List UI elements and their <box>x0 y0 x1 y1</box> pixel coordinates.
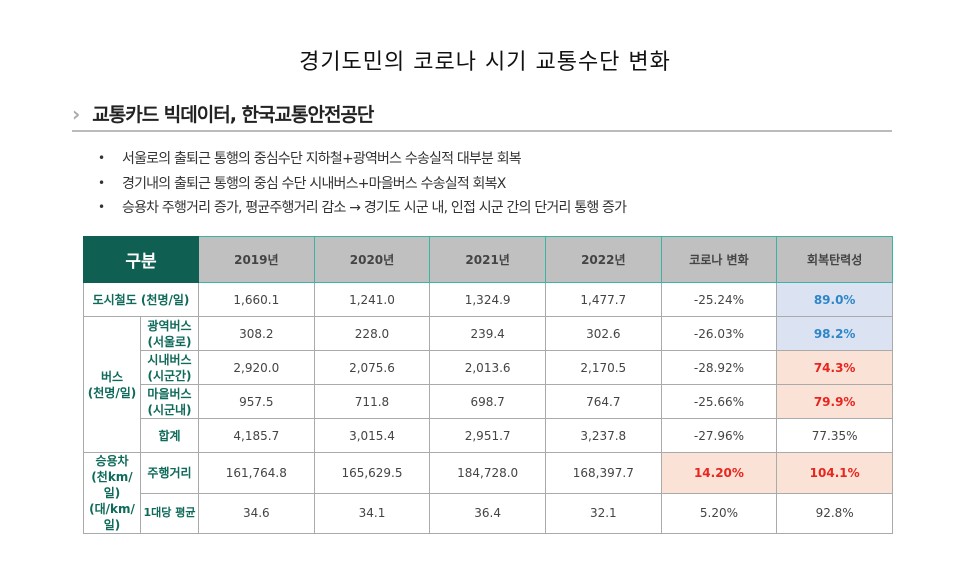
table-row: 버스 (천명/일) 광역버스 (서울로) 308.2 228.0 239.4 302.… <box>83 316 893 453</box>
bullet-icon: • <box>98 175 105 190</box>
table-cell: 168,397.7 <box>544 452 662 494</box>
table-row: 1대당 평균 34.6 34.1 36.4 32.1 5.20% 92.8% <box>84 492 893 534</box>
table-cell: 2,951.7 <box>429 418 546 453</box>
table-cell: 3,015.4 <box>313 418 431 453</box>
header-2021: 2021년 <box>429 236 546 283</box>
table-cell: 2,170.5 <box>544 350 662 385</box>
table-cell: 184,728.0 <box>429 452 546 494</box>
table-cell: 77.35% <box>776 418 893 453</box>
header-2022: 2022년 <box>544 236 662 283</box>
table-cell: 2,013.6 <box>429 350 546 385</box>
table-cell: 92.8% <box>776 492 893 534</box>
table-cell: 79.9% <box>776 384 893 419</box>
bullet-text: 경기내의 출퇴근 통행의 중심 수단 시내버스+마을버스 수송실적 회복X <box>122 175 506 192</box>
table-row: 승용차 (천km/일) (대/km/일) 주행거리 161,764.8 165,6… <box>83 452 893 534</box>
transport-table: 구분 2019년 2020년 2021년 2022년 코로나 변화 회복탄력성 … <box>83 236 893 534</box>
table-header-row: 구분 2019년 2020년 2021년 2022년 코로나 변화 회복탄력성 <box>83 236 893 283</box>
table-cell: 308.2 <box>198 316 315 351</box>
divider <box>72 130 892 132</box>
table-cell: 2,920.0 <box>198 350 315 385</box>
group-label-bus: 버스 (천명/일) <box>83 316 141 453</box>
row-label: 주행거리 <box>140 452 199 494</box>
list-item: • 승용차 주행거리 증가, 평균주행거리 감소 → 경기도 시군 내, 인접 시… <box>98 195 627 220</box>
table-cell: 36.4 <box>429 492 546 534</box>
table-cell: 764.7 <box>544 384 662 419</box>
row-label: 1대당 평균 <box>140 492 199 534</box>
page-title: 경기도민의 코로나 시기 교통수단 변화 <box>299 50 671 75</box>
table-cell: 228.0 <box>313 316 431 351</box>
header-resilience: 회복탄력성 <box>776 236 893 283</box>
table-cell: 74.3% <box>776 350 893 385</box>
table-cell: -25.66% <box>660 384 778 419</box>
table-cell: 239.4 <box>429 316 546 351</box>
table-row: 합계 4,185.7 3,015.4 2,951.7 3,237.8 -27.96% 77… <box>84 418 893 453</box>
table-cell: -26.03% <box>660 316 778 351</box>
row-label: 시내버스 (시군간) <box>140 350 199 385</box>
table-cell: 3,237.8 <box>544 418 662 453</box>
table-cell: 1,324.9 <box>429 282 546 317</box>
table-cell: 302.6 <box>544 316 662 351</box>
table-cell: 4,185.7 <box>198 418 315 453</box>
chevron-right-icon: › <box>72 101 81 126</box>
row-label: 마을버스 (시군내) <box>140 384 199 419</box>
table-cell: 5.20% <box>660 492 778 534</box>
table-cell: 34.1 <box>313 492 431 534</box>
table-cell: 1,241.0 <box>313 282 431 317</box>
header-category: 구분 <box>83 236 199 283</box>
table-cell: 98.2% <box>776 316 893 351</box>
table-cell: 89.0% <box>776 282 893 317</box>
table-cell: 104.1% <box>776 452 893 494</box>
row-label: 광역버스 (서울로) <box>140 316 199 351</box>
section-heading: 교통카드 빅데이터, 한국교통안전공단 <box>92 104 374 126</box>
table-row: 마을버스 (시군내) 957.5 711.8 698.7 764.7 -25.66% 79… <box>84 384 893 419</box>
table-cell: 32.1 <box>544 492 662 534</box>
table-cell: 2,075.6 <box>313 350 431 385</box>
row-label: 합계 <box>140 418 199 453</box>
header-2020: 2020년 <box>313 236 431 283</box>
bullet-icon: • <box>98 200 105 215</box>
table-cell: 957.5 <box>198 384 315 419</box>
table-cell: 165,629.5 <box>313 452 431 494</box>
table-cell: 1,660.1 <box>198 282 315 317</box>
bullet-list: • 서울로의 출퇴근 통행의 중심수단 지하철+광역버스 수송실적 대부분 회복 … <box>98 146 627 220</box>
header-2019: 2019년 <box>198 236 315 283</box>
bullet-text: 승용차 주행거리 증가, 평균주행거리 감소 → 경기도 시군 내, 인접 시군… <box>122 200 627 217</box>
group-label-car: 승용차 (천km/일) (대/km/일) <box>83 452 141 534</box>
table-cell: -28.92% <box>660 350 778 385</box>
table-cell: -27.96% <box>660 418 778 453</box>
table-cell: 161,764.8 <box>198 452 315 494</box>
bullet-icon: • <box>98 151 105 166</box>
section-header: › 교통카드 빅데이터, 한국교통안전공단 <box>72 100 374 127</box>
table-cell: -25.24% <box>660 282 778 317</box>
header-covid-change: 코로나 변화 <box>660 236 778 283</box>
list-item: • 경기내의 출퇴근 통행의 중심 수단 시내버스+마을버스 수송실적 회복X <box>98 171 626 196</box>
table-cell: 14.20% <box>660 452 778 494</box>
table-cell: 711.8 <box>313 384 431 419</box>
list-item: • 서울로의 출퇴근 통행의 중심수단 지하철+광역버스 수송실적 대부분 회복 <box>98 146 626 171</box>
table-cell: 1,477.7 <box>544 282 662 317</box>
table-row: 도시철도 (천명/일) 1,660.1 1,241.0 1,324.9 1,477.7… <box>83 282 893 317</box>
table-cell: 34.6 <box>198 492 315 534</box>
row-label: 도시철도 (천명/일) <box>83 282 199 317</box>
table-row: 시내버스 (시군간) 2,920.0 2,075.6 2,013.6 2,170.5-… <box>84 350 893 385</box>
bullet-text: 서울로의 출퇴근 통행의 중심수단 지하철+광역버스 수송실적 대부분 회복 <box>122 151 522 168</box>
table-cell: 698.7 <box>429 384 546 419</box>
